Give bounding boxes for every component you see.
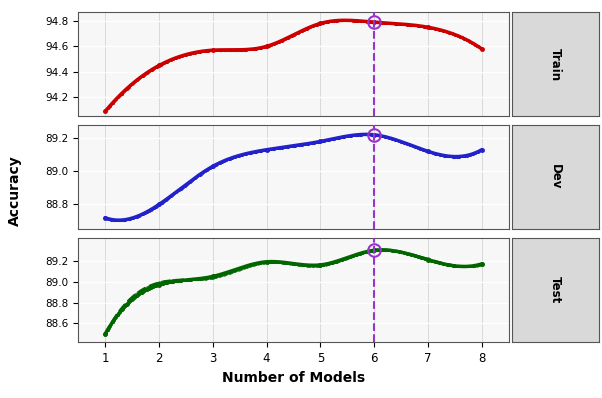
Text: Train: Train <box>549 48 562 81</box>
Text: Test: Test <box>549 276 562 304</box>
Text: Accuracy: Accuracy <box>8 156 22 226</box>
X-axis label: Number of Models: Number of Models <box>222 371 365 384</box>
Text: Dev: Dev <box>549 164 562 190</box>
